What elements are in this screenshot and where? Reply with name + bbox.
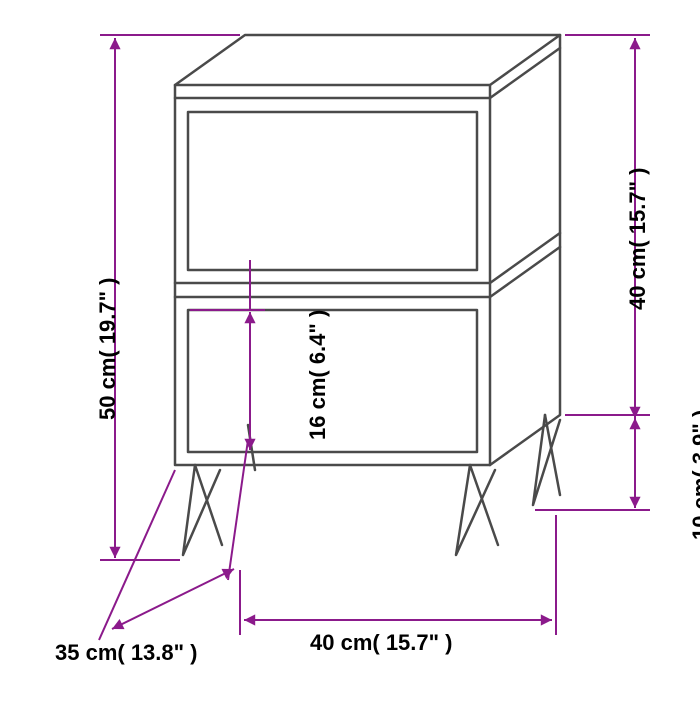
label-leg-height: 10 cm( 3.9" ) — [688, 410, 700, 540]
label-total-height: 50 cm( 19.7" ) — [95, 277, 121, 420]
hairpin-legs — [183, 415, 560, 555]
label-width: 40 cm( 15.7" ) — [310, 630, 453, 656]
label-drawer-height: 16 cm( 6.4" ) — [305, 310, 331, 440]
cabinet-outline — [175, 35, 560, 555]
diagram-stage: 50 cm( 19.7" ) 16 cm( 6.4" ) 40 cm( 15.7… — [0, 0, 700, 700]
label-body-height: 40 cm( 15.7" ) — [625, 167, 651, 310]
dimension-lines — [99, 35, 650, 640]
label-depth: 35 cm( 13.8" ) — [55, 640, 198, 666]
